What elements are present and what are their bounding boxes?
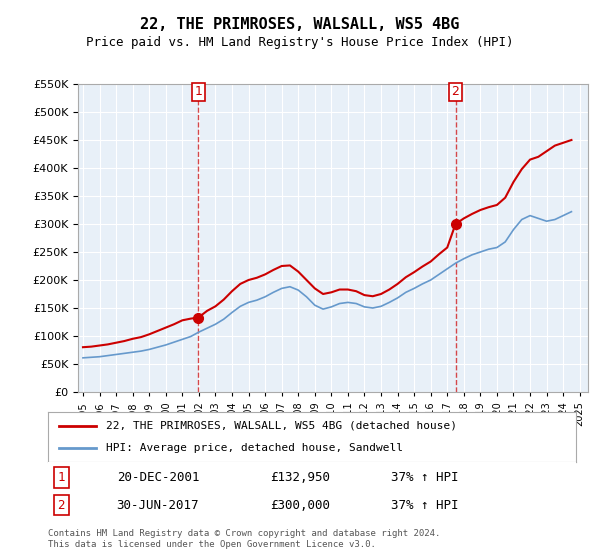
Text: 37% ↑ HPI: 37% ↑ HPI <box>391 498 459 512</box>
Text: 2: 2 <box>58 498 65 512</box>
Text: £132,950: £132,950 <box>270 471 330 484</box>
Text: 20-DEC-2001: 20-DEC-2001 <box>116 471 199 484</box>
Text: 2: 2 <box>452 85 460 98</box>
Text: £300,000: £300,000 <box>270 498 330 512</box>
Text: Price paid vs. HM Land Registry's House Price Index (HPI): Price paid vs. HM Land Registry's House … <box>86 36 514 49</box>
Text: HPI: Average price, detached house, Sandwell: HPI: Average price, detached house, Sand… <box>106 443 403 453</box>
Text: 30-JUN-2017: 30-JUN-2017 <box>116 498 199 512</box>
Text: 1: 1 <box>194 85 202 98</box>
Text: 1: 1 <box>58 471 65 484</box>
Text: 37% ↑ HPI: 37% ↑ HPI <box>391 471 459 484</box>
Text: 22, THE PRIMROSES, WALSALL, WS5 4BG: 22, THE PRIMROSES, WALSALL, WS5 4BG <box>140 17 460 32</box>
Text: 22, THE PRIMROSES, WALSALL, WS5 4BG (detached house): 22, THE PRIMROSES, WALSALL, WS5 4BG (det… <box>106 421 457 431</box>
Text: Contains HM Land Registry data © Crown copyright and database right 2024.
This d: Contains HM Land Registry data © Crown c… <box>48 529 440 549</box>
